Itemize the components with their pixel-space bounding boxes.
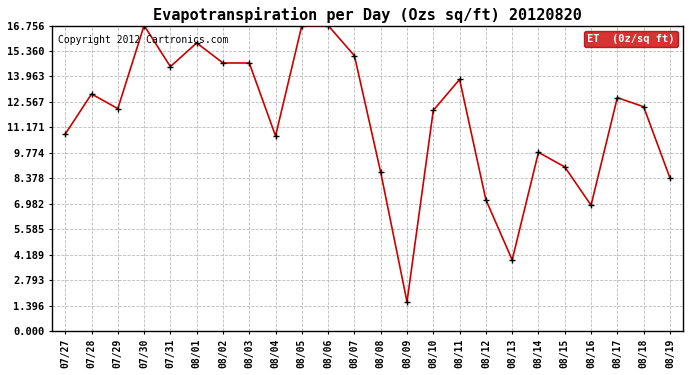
Title: Evapotranspiration per Day (Ozs sq/ft) 20120820: Evapotranspiration per Day (Ozs sq/ft) 2… (153, 7, 582, 23)
Legend: ET  (0z/sq ft): ET (0z/sq ft) (584, 31, 678, 47)
Text: Copyright 2012 Cartronics.com: Copyright 2012 Cartronics.com (59, 34, 229, 45)
